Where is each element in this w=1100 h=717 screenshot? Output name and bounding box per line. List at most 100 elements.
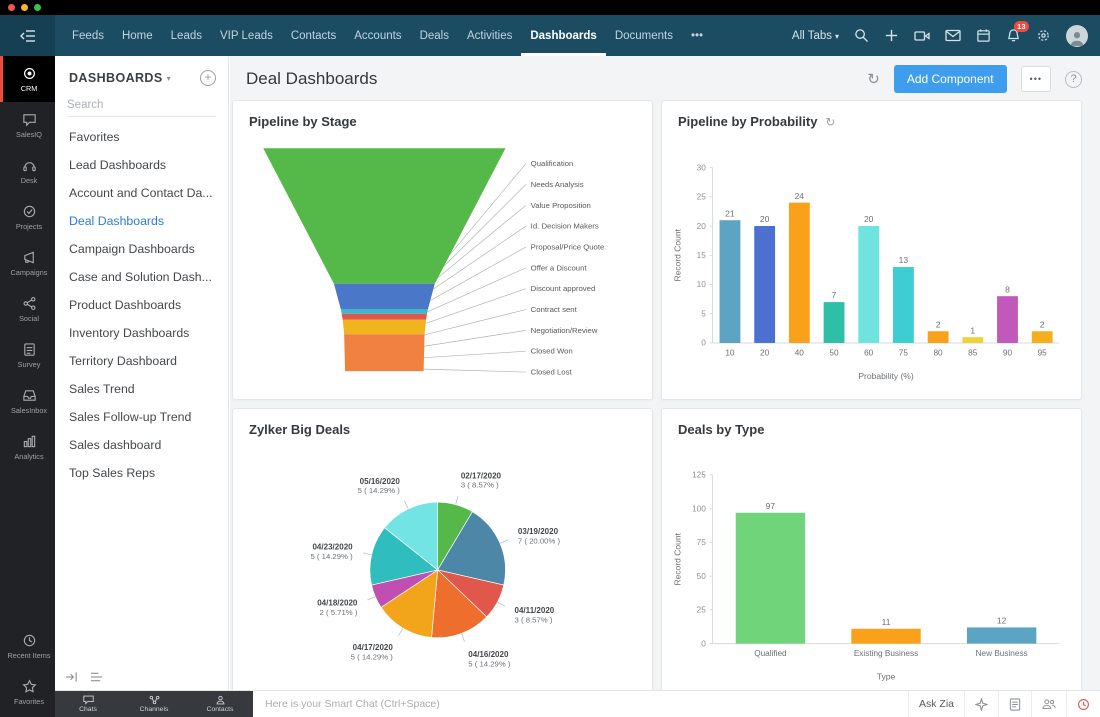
sidebar-item-salesinbox[interactable]: SalesInbox <box>0 378 55 424</box>
svg-text:2 ( 5.71% ): 2 ( 5.71% ) <box>320 608 358 617</box>
chart-title: Zylker Big Deals <box>249 422 351 437</box>
zia-sparkle-icon <box>975 697 988 711</box>
more-options-button[interactable]: ••• <box>1020 66 1051 92</box>
all-tabs-dropdown[interactable]: All Tabs ▾ <box>792 30 839 42</box>
sidebar-item-label: Projects <box>15 221 43 231</box>
sidebar-item-desk[interactable]: Desk <box>0 148 55 194</box>
list-item-sales-dashboard[interactable]: Sales dashboard <box>69 438 162 452</box>
add-component-button[interactable]: Add Component <box>893 65 1007 93</box>
notifications-button[interactable]: 13 <box>1006 21 1029 43</box>
tab-accounts[interactable]: Accounts <box>354 29 402 42</box>
svg-text:04/18/2020: 04/18/2020 <box>317 599 358 608</box>
list-view-button[interactable] <box>90 671 103 683</box>
tab-dashboards[interactable]: Dashboards <box>521 15 606 56</box>
sidebar-item-survey[interactable]: Survey <box>0 332 55 378</box>
smart-chat-input[interactable] <box>265 698 896 710</box>
svg-text:Qualification: Qualification <box>531 159 574 168</box>
svg-text:Type: Type <box>877 671 896 681</box>
svg-text:Qualified: Qualified <box>754 649 787 658</box>
inbox-icon <box>22 389 36 401</box>
chart-refresh-icon[interactable]: ↻ <box>825 114 836 129</box>
list-item-territory-dashboard[interactable]: Territory Dashboard <box>69 354 177 368</box>
all-tabs-label: All Tabs <box>791 29 832 42</box>
svg-text:Needs Analysis: Needs Analysis <box>531 180 584 189</box>
list-item-campaign-dashboards[interactable]: Campaign Dashboards <box>69 242 195 256</box>
settings-button[interactable] <box>1036 28 1051 43</box>
sidebar-item-projects[interactable]: Projects <box>0 194 55 240</box>
user-avatar[interactable] <box>1066 24 1088 47</box>
tabs-overflow-button[interactable]: ••• <box>690 29 704 42</box>
calendar-button[interactable] <box>976 28 991 43</box>
sidebar-bottom: Recent Items Favorites <box>0 623 55 715</box>
tab-activities[interactable]: Activities <box>466 29 513 42</box>
window-close-button[interactable] <box>8 4 15 11</box>
list-item-deal-dashboards[interactable]: Deal Dashboards <box>69 214 165 228</box>
sidebar-item-crm[interactable]: CRM <box>0 56 55 102</box>
dashboard-search <box>67 94 216 117</box>
channels-button[interactable]: Channels <box>121 691 187 717</box>
svg-text:20: 20 <box>697 222 707 231</box>
sidebar-item-recent-items[interactable]: Recent Items <box>0 623 55 669</box>
list-item-case-solution-dashboards[interactable]: Case and Solution Dash... <box>69 270 212 284</box>
gear-icon <box>1038 30 1049 41</box>
sidebar-item-campaigns[interactable]: Campaigns <box>0 240 55 286</box>
tab-contacts[interactable]: Contacts <box>290 29 337 42</box>
tab-vip-leads[interactable]: VIP Leads <box>220 29 273 42</box>
quick-create-button[interactable] <box>884 28 899 43</box>
tab-home[interactable]: Home <box>121 29 153 42</box>
dashboards-panel-header: DASHBOARDS ▾ + <box>55 56 228 94</box>
help-button[interactable]: ? <box>1065 70 1082 88</box>
svg-text:05/16/2020: 05/16/2020 <box>360 477 401 486</box>
calendar-icon <box>977 29 990 42</box>
list-item-sales-follow-up-trend[interactable]: Sales Follow-up Trend <box>69 410 192 424</box>
sidebar-item-label: Survey <box>17 359 41 369</box>
add-dashboard-button[interactable]: + <box>200 70 216 86</box>
refresh-icon[interactable]: ↻ <box>867 71 880 88</box>
tab-leads[interactable]: Leads <box>170 29 202 42</box>
svg-text:24: 24 <box>795 191 805 201</box>
chats-button[interactable]: Chats <box>55 691 121 717</box>
sidebar-item-favorites[interactable]: Favorites <box>0 669 55 715</box>
sidebar-item-salesiq[interactable]: SalesIQ <box>0 102 55 148</box>
svg-text:7 ( 20.00% ): 7 ( 20.00% ) <box>518 536 561 545</box>
list-item-account-contact-dashboards[interactable]: Account and Contact Da... <box>69 186 213 200</box>
tab-deals[interactable]: Deals <box>419 29 449 42</box>
list-item-sales-trend[interactable]: Sales Trend <box>69 382 135 396</box>
search-input[interactable] <box>67 94 216 116</box>
pipeline-by-stage-funnel-chart: Qualification Needs Analysis Value Proposi… <box>233 131 652 399</box>
ask-zia-button[interactable]: Ask Zia <box>907 691 964 717</box>
zia-voice-button[interactable] <box>964 691 998 717</box>
svg-text:97: 97 <box>766 501 776 511</box>
list-item-top-sales-reps[interactable]: Top Sales Reps <box>69 466 156 480</box>
meeting-button[interactable] <box>914 29 930 43</box>
sidebar-item-analytics[interactable]: Analytics <box>0 424 55 470</box>
mail-button[interactable] <box>945 29 961 42</box>
svg-text:125: 125 <box>692 471 706 480</box>
sidebar-item-social[interactable]: Social <box>0 286 55 332</box>
history-clock-icon <box>1078 698 1089 710</box>
svg-text:95: 95 <box>1038 349 1048 358</box>
svg-text:0: 0 <box>701 639 706 648</box>
svg-text:Existing Business: Existing Business <box>854 649 918 658</box>
collaborators-button[interactable] <box>1031 691 1066 717</box>
notes-button[interactable] <box>998 691 1031 717</box>
svg-text:10: 10 <box>725 349 735 358</box>
tab-documents[interactable]: Documents <box>614 29 673 42</box>
window-minimize-button[interactable] <box>21 4 28 11</box>
dashboards-panel: DASHBOARDS ▾ + Favorites Lead Dashboards… <box>55 56 229 690</box>
person-icon <box>1070 31 1084 46</box>
sidebar-item-label: Social <box>19 313 39 323</box>
search-button[interactable] <box>854 28 869 43</box>
list-item-lead-dashboards[interactable]: Lead Dashboards <box>69 158 167 172</box>
list-item-product-dashboards[interactable]: Product Dashboards <box>69 298 182 312</box>
list-item-favorites[interactable]: Favorites <box>69 130 120 144</box>
history-button[interactable] <box>1066 691 1100 717</box>
sidebar-collapse-button[interactable] <box>0 15 55 56</box>
contacts-button[interactable]: Contacts <box>187 691 253 717</box>
tab-feeds[interactable]: Feeds <box>72 29 104 42</box>
window-zoom-button[interactable] <box>34 4 41 11</box>
chevron-down-icon[interactable]: ▾ <box>166 73 171 83</box>
collapse-panel-button[interactable] <box>65 671 78 683</box>
svg-text:20: 20 <box>864 214 874 224</box>
list-item-inventory-dashboards[interactable]: Inventory Dashboards <box>69 326 190 340</box>
